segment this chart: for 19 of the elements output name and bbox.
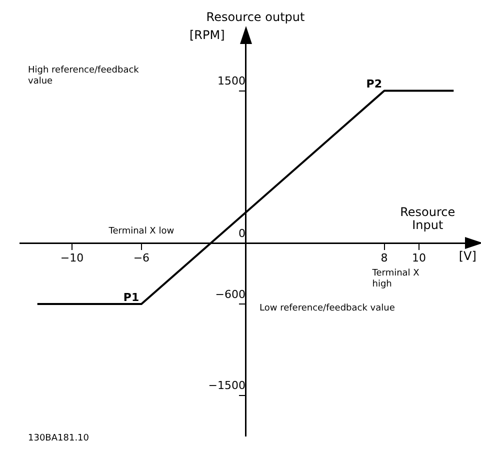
annotation: Low reference/feedback value xyxy=(260,303,396,314)
annotation: P1 xyxy=(123,290,140,304)
x-tick-label: 10 xyxy=(412,252,426,265)
y-tick-label: 1500 xyxy=(218,74,246,88)
y-tick-label: 0 xyxy=(238,226,246,240)
annotation: Terminal X high xyxy=(371,268,420,290)
annotation: Terminal X low xyxy=(108,226,174,236)
annotation: 130BA181.10 xyxy=(28,433,90,444)
x-tick-label: 8 xyxy=(380,252,388,265)
y-tick-label: −1500 xyxy=(208,379,246,392)
annotation: [RPM] xyxy=(190,28,225,42)
y-tick-label: −600 xyxy=(215,288,246,301)
annotation: High reference/feedback value xyxy=(28,65,140,86)
annotation: [V] xyxy=(458,249,476,264)
x-tick-label: −10 xyxy=(60,252,84,265)
x-axis-title: Resource Input xyxy=(400,205,456,232)
x-tick-label: −6 xyxy=(133,252,150,265)
y-axis-title: Resource output xyxy=(206,10,305,24)
annotation: P2 xyxy=(366,78,382,91)
